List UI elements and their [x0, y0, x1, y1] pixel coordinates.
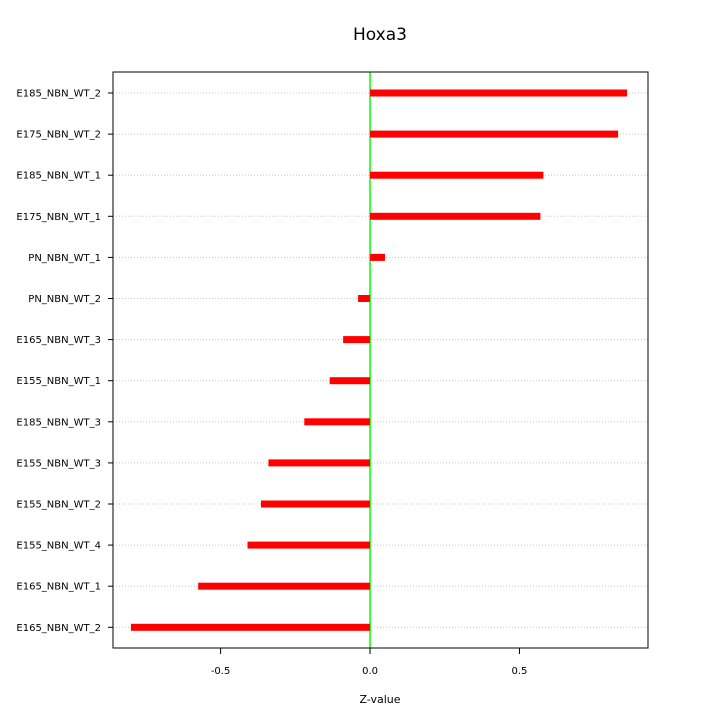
- bar: [370, 171, 544, 179]
- bar: [370, 130, 619, 138]
- x-tick-label: 0.5: [512, 666, 528, 677]
- y-tick-label: E155_NBN_WT_4: [16, 541, 101, 552]
- bar: [260, 500, 371, 508]
- x-axis-title: Z-value: [359, 693, 400, 706]
- y-tick-label: E175_NBN_WT_1: [16, 212, 101, 223]
- bar: [343, 336, 371, 344]
- bar: [329, 377, 371, 385]
- y-tick-label: E185_NBN_WT_2: [16, 89, 101, 100]
- y-tick-label: E165_NBN_WT_1: [16, 582, 101, 593]
- bar: [247, 541, 371, 549]
- bar: [358, 295, 371, 302]
- bar: [268, 459, 371, 467]
- y-tick-label: E175_NBN_WT_2: [16, 130, 101, 141]
- bar: [370, 89, 628, 97]
- y-tick-label: PN_NBN_WT_2: [28, 294, 101, 305]
- y-tick-label: E185_NBN_WT_3: [16, 417, 101, 428]
- y-tick-label: PN_NBN_WT_1: [28, 253, 101, 264]
- bar: [370, 212, 541, 220]
- y-tick-label: E155_NBN_WT_1: [16, 376, 101, 387]
- y-tick-labels: E185_NBN_WT_2 E175_NBN_WT_2 E185_NBN_WT_1 E…: [16, 89, 113, 634]
- plot-frame: [112, 71, 649, 649]
- y-tick-label: E155_NBN_WT_3: [16, 458, 101, 469]
- y-tick-label: E165_NBN_WT_2: [16, 623, 101, 634]
- bar: [130, 623, 371, 631]
- x-tick-label: 0.0: [362, 666, 378, 677]
- y-tick-label: E165_NBN_WT_3: [16, 335, 101, 346]
- y-tick-label: E155_NBN_WT_2: [16, 500, 101, 511]
- bars: [130, 89, 628, 631]
- bar: [304, 418, 371, 426]
- bar: [370, 253, 385, 261]
- bar: [198, 582, 371, 590]
- y-tick-label: E185_NBN_WT_1: [16, 171, 101, 182]
- chart-title: Hoxa3: [353, 25, 407, 45]
- x-tick-label: -0.5: [211, 666, 231, 677]
- x-axis: -0.5 0.0 0.5: [211, 647, 528, 677]
